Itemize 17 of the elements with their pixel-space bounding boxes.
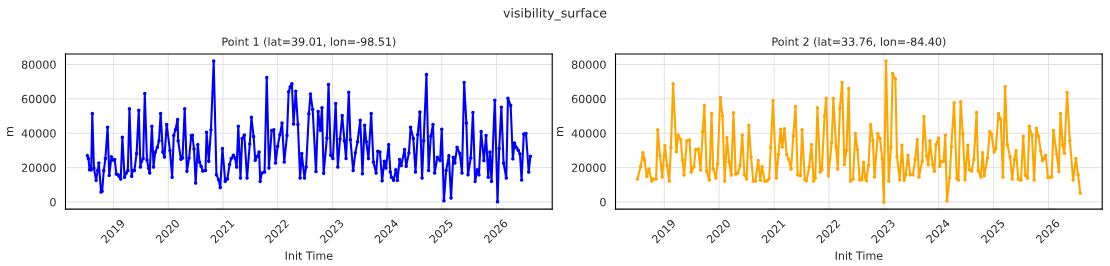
chart-title: Point 2 (lat=33.76, lon=-84.40): [772, 37, 946, 48]
y-axis-title: m: [7, 127, 14, 136]
y-tick-label: 0: [50, 198, 56, 207]
y-tick-label: 40000: [571, 129, 606, 138]
y-tick-label: 60000: [21, 94, 56, 104]
y-tick-label: 20000: [571, 163, 606, 173]
x-axis-title: Init Time: [835, 251, 883, 260]
y-axis-title: m: [557, 127, 564, 136]
y-tick-label: 60000: [571, 94, 606, 104]
x-axis-title: Init Time: [285, 251, 333, 260]
y-tick-label: 80000: [571, 60, 606, 69]
chart-title: Point 1 (lat=39.01, lon=-98.51): [222, 37, 396, 48]
y-tick-label: 40000: [21, 129, 56, 138]
text: visibility_surface: [503, 7, 607, 21]
y-tick-label: 0: [600, 198, 606, 207]
y-tick-label: 80000: [21, 60, 56, 69]
y-tick-label: 20000: [21, 163, 56, 173]
